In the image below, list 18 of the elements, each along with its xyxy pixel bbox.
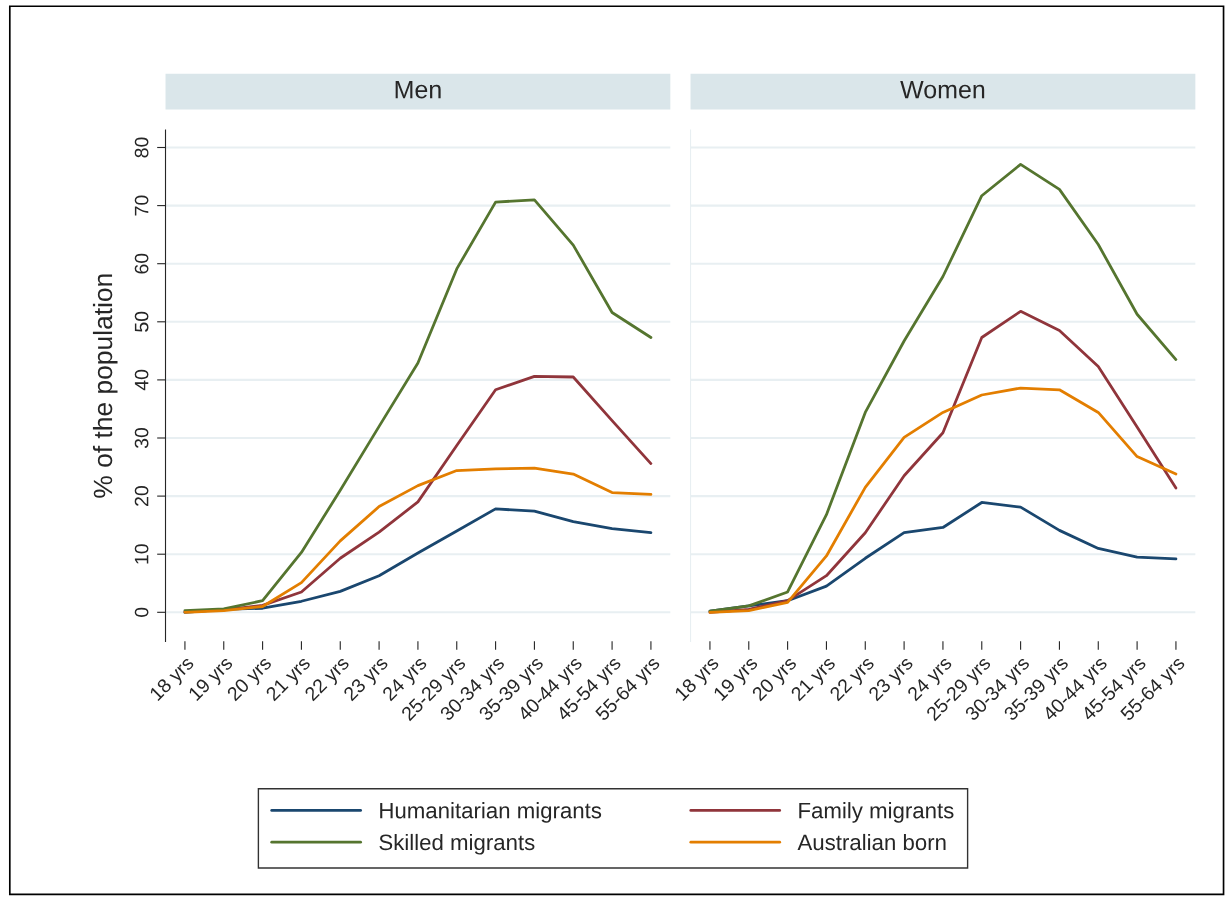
y-axis-title: % of the population (92, 274, 118, 498)
line-series (183, 198, 653, 612)
legend-label: Skilled migrants (379, 833, 535, 855)
y-tick-label: 80 (134, 137, 149, 158)
line-series (183, 466, 653, 614)
chart-title: Women (900, 80, 985, 99)
chart-title: Men (395, 80, 441, 99)
y-tick-label: 20 (134, 486, 149, 506)
y-tick-label: 0 (134, 607, 149, 617)
y-tick-label: 40 (134, 369, 149, 391)
legend-label: Family migrants (799, 802, 954, 823)
y-tick-label: 70 (134, 195, 149, 216)
legend-label: Humanitarian migrants (380, 802, 602, 823)
y-tick-label: 60 (134, 253, 149, 274)
y-tick-label: 10 (134, 544, 149, 564)
y-tick-label: 50 (134, 311, 149, 332)
legend-label: Australian born (797, 833, 946, 851)
y-tick-label: 30 (134, 427, 149, 449)
